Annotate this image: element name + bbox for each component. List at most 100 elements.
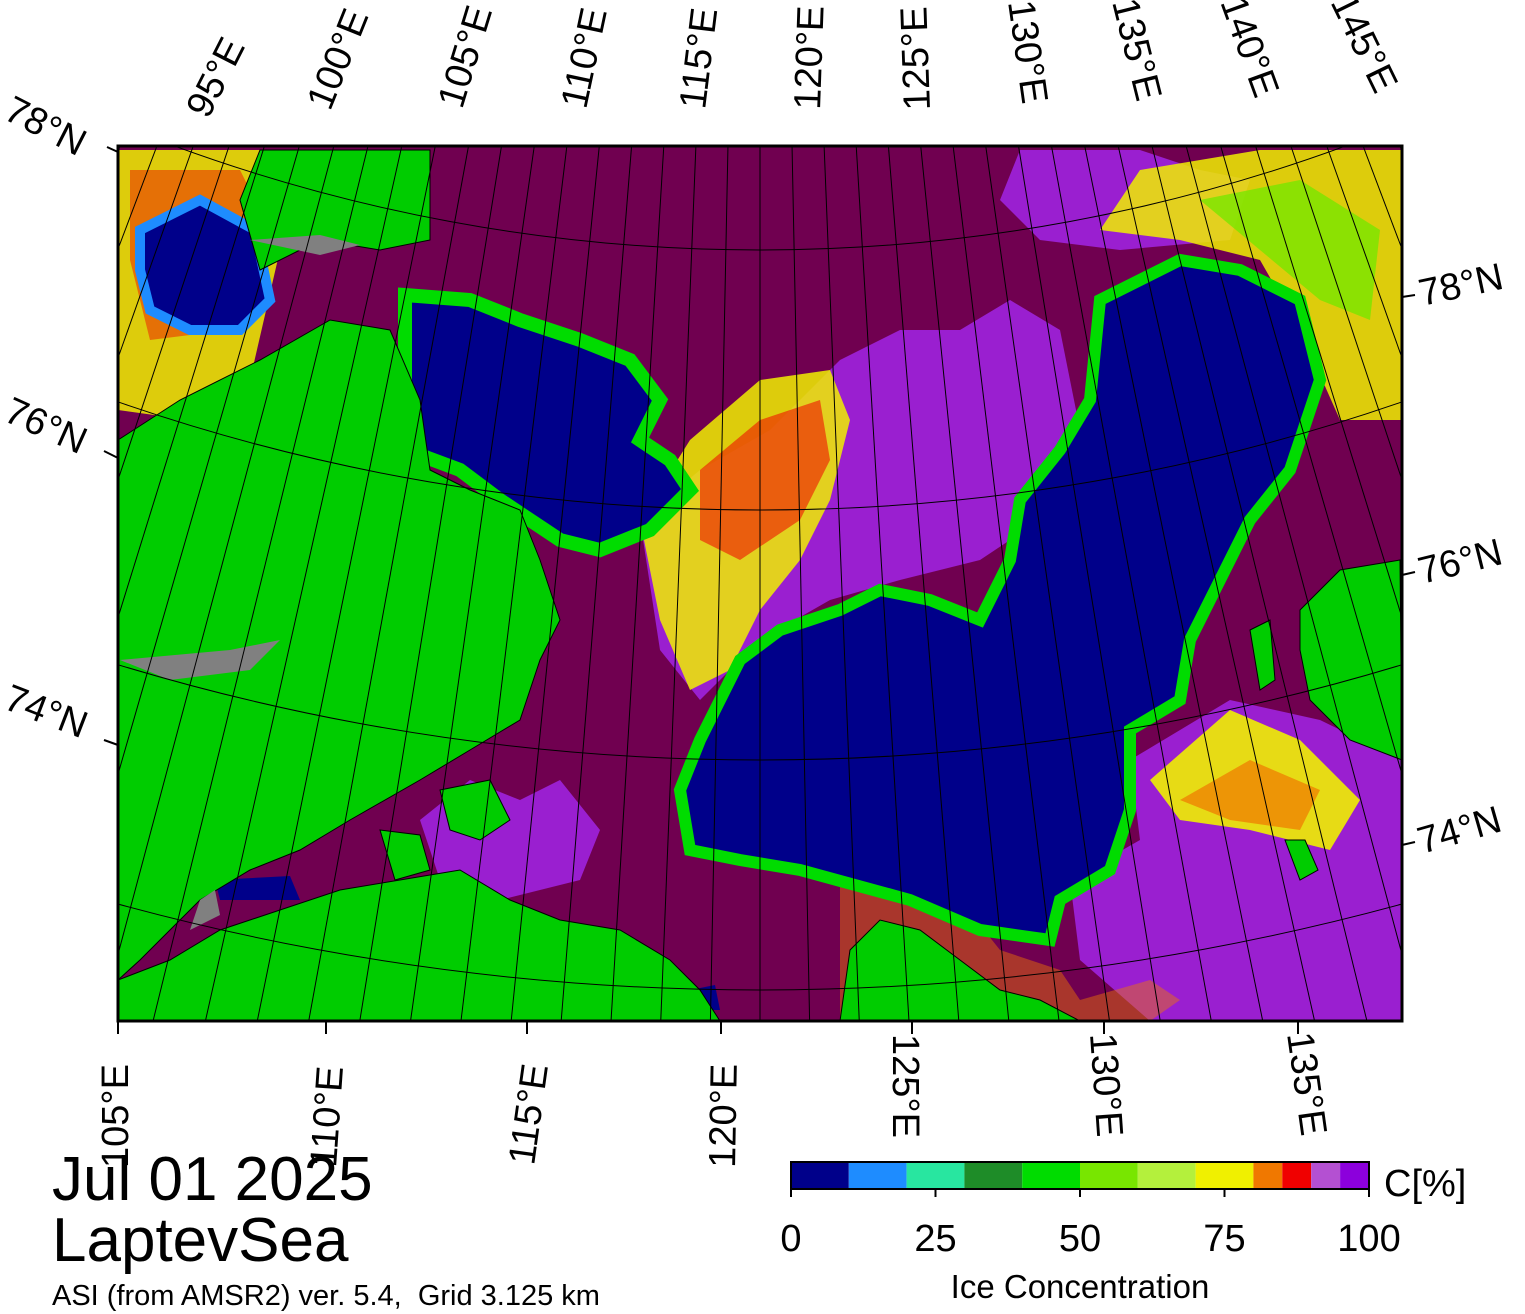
meridian-line [510,146,600,1021]
right-lat-label: 78°N [1415,256,1507,315]
frame-ticks [103,146,1416,1034]
meridian-line [410,146,535,1021]
right-lat-label: 76°N [1414,531,1507,592]
meridian-line [1185,146,1402,957]
meridian-line [1151,146,1368,1021]
colorbar-title: Ice Concentration [951,1268,1210,1305]
meridian-line [204,146,403,1021]
colorbar-tick-label: 75 [1203,1218,1245,1260]
top-lon-label: 140°E [1212,0,1287,103]
bottom-lon-label: 115°E [501,1061,557,1167]
colorbar-tick-label: 0 [780,1218,801,1260]
top-lon-label: 100°E [299,3,377,115]
meridian-line [152,146,369,1021]
colorbar-bin [848,1162,907,1189]
new-siberian-islands [1299,559,1402,761]
meridian-line [1050,146,1212,1021]
map-frame [116,144,1404,1023]
bottom-lon-label: 120°E [702,1063,746,1168]
colorbar: C[%] 0 25 50 75 100 Ice Concentration [780,1161,1466,1305]
meridian-line [118,146,265,620]
colorbar-ticks [790,1189,1370,1197]
meridian-line [1017,146,1161,1021]
colorbar-bin [906,1162,965,1189]
siberian-mainland-west [118,869,721,1021]
top-lon-label: 95°E [179,31,254,124]
top-lon-label: 145°E [1322,0,1405,99]
meridian-line [823,146,860,1021]
bottom-lon-label: 125°E [884,1034,926,1138]
meridian-line [308,146,470,1021]
colorbar-bin [1080,1162,1138,1189]
colorbar-bin [1195,1162,1254,1189]
land-ice [120,235,360,930]
open-water-areas [135,194,1327,1010]
meridian-line [118,146,300,777]
data-source: ASI (from AMSR2) ver. 5.4, Grid 3.125 km [52,1280,600,1312]
top-lon-label: 120°E [787,5,833,110]
central-polynya [673,253,1327,947]
graticule [118,0,1525,1021]
top-lon-label: 115°E [672,6,726,111]
top-lon-label: 135°E [1103,0,1169,105]
meridian-line [118,146,335,957]
colorbar-tick-label: 100 [1337,1218,1400,1260]
top-lon-label: 125°E [893,6,939,111]
meridian-line [1255,146,1402,620]
colorbar-bin [964,1162,1023,1189]
top-lon-label: 105°E [430,1,501,113]
meridian-line [256,146,436,1021]
left-lat-label: 76°N [0,390,93,463]
meridian-line [1084,146,1264,1021]
colorbar-tick-labels: 0 25 50 75 100 [780,1218,1400,1260]
colorbar-bin [1340,1162,1369,1189]
colorbar-bin [1253,1162,1283,1189]
region-name: LaptevSea [52,1206,349,1275]
western-polynya [398,287,700,558]
meridian-line [985,146,1110,1021]
colorbar-bin [1137,1162,1196,1189]
top-lon-label: 130°E [999,0,1055,106]
meridian-line [1428,0,1525,878]
bottom-lon-label: 135°E [1278,1029,1334,1138]
meridian-line [1481,0,1525,829]
left-lat-label: 78°N [0,89,93,165]
meridian-line [1508,0,1525,804]
coastal-island [379,829,431,881]
meridian-line [610,146,665,1021]
meridian-line [855,146,910,1021]
siberian-mainland-east [839,919,1081,1021]
meridian-line [1220,146,1402,777]
colorbar-bin [791,1162,849,1189]
meridian-line [887,146,960,1021]
meridian-line [920,146,1010,1021]
bottom-lon-label: 130°E [1081,1032,1130,1139]
meridian-line [660,146,697,1021]
map-panel [118,0,1525,1021]
meridian-line [1117,146,1316,1021]
meridian-line [791,146,811,1021]
top-lon-label: 110°E [554,4,616,112]
land-areas [118,149,1402,1021]
meridian-line [952,146,1060,1021]
colorbar-tick-label: 25 [914,1218,956,1260]
bottom-lon-label: 105°E [95,1064,137,1168]
colorbar-tick-label: 50 [1059,1218,1101,1260]
begichev-island [439,779,511,841]
meridian-line [1401,0,1525,901]
right-lat-label: 74°N [1413,799,1506,863]
colorbar-bin [1022,1162,1080,1189]
meridian-line [460,146,568,1021]
meridian-line [359,146,503,1021]
small-island-east [1284,839,1319,881]
small-island [1249,619,1276,691]
meridian-line [1455,0,1525,854]
meridian-line [709,146,729,1021]
colorbar-unit-label: C[%] [1384,1163,1466,1205]
bottom-lon-label: 110°E [303,1065,352,1169]
colorbar-bin [1282,1162,1312,1189]
meridian-line [560,146,633,1021]
colorbar-bins [791,1162,1369,1189]
left-lat-label: 74°N [0,677,93,747]
